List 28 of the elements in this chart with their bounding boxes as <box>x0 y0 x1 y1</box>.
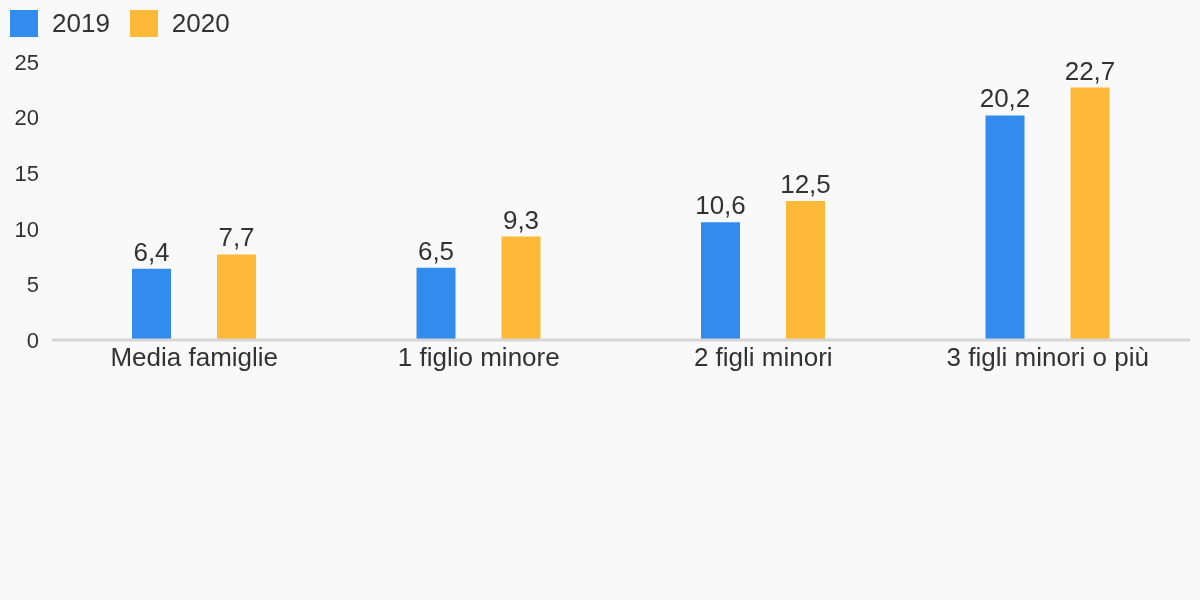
data-label: 22,7 <box>1064 55 1116 86</box>
bar <box>985 115 1025 340</box>
y-tick-label: 15 <box>14 161 39 187</box>
x-tick-label: 3 figli minori o più <box>946 342 1149 373</box>
y-tick-label: 10 <box>14 216 39 242</box>
y-tick-label: 0 <box>26 327 39 353</box>
data-label: 12,5 <box>780 169 831 199</box>
bar <box>132 268 171 340</box>
bar <box>416 267 456 340</box>
x-tick-label: 2 figli minori <box>693 342 833 373</box>
bar <box>1070 87 1110 340</box>
legend-label: 2019 <box>52 8 110 39</box>
data-label: 7,7 <box>218 222 255 253</box>
bar <box>701 222 740 340</box>
data-label: 10,6 <box>695 190 746 221</box>
y-tick-label: 20 <box>14 105 39 131</box>
data-label: 20,2 <box>979 83 1031 114</box>
data-label: 9,3 <box>502 204 540 235</box>
y-tick-label: 5 <box>26 272 39 298</box>
legend-label: 2020 <box>171 8 230 39</box>
bar <box>217 254 256 340</box>
x-tick-label: 1 figlio minore <box>397 342 560 373</box>
x-tick-label: Media famiglie <box>110 342 279 373</box>
bar <box>501 236 541 340</box>
data-label: 6,4 <box>133 236 170 267</box>
y-tick-label: 25 <box>14 49 39 75</box>
bar <box>786 201 825 340</box>
data-label: 6,5 <box>417 235 455 266</box>
